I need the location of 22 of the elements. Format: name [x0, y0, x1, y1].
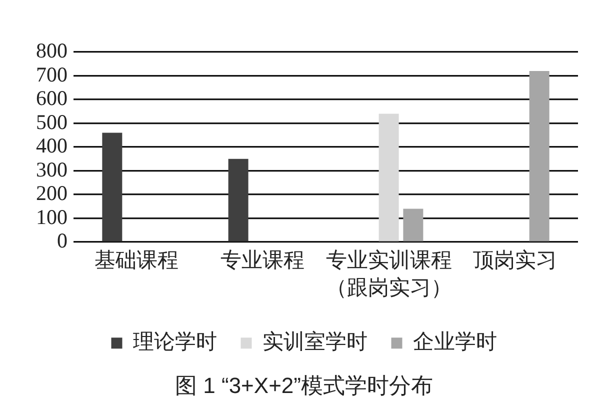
- legend-label: 实训室学时: [262, 330, 368, 354]
- legend-label: 理论学时: [132, 330, 217, 354]
- y-tick-label: 600: [36, 86, 68, 110]
- y-tick-label: 700: [36, 62, 68, 86]
- x-tick-label: 基础课程: [94, 248, 179, 272]
- text: 图 1 “3+X+2”模式学时分布: [175, 372, 433, 398]
- bar: [378, 114, 399, 242]
- x-tick-label: 专业实训课程（跟岗实习）: [326, 248, 452, 300]
- bar: [403, 208, 424, 242]
- bar: [228, 158, 248, 242]
- bar: [102, 132, 122, 242]
- y-tick-label: 200: [36, 181, 68, 206]
- y-tick-label: 100: [36, 204, 68, 229]
- y-tick-label: 300: [36, 157, 68, 182]
- y-tick-label: 400: [36, 134, 68, 158]
- x-tick-label: 专业课程: [220, 248, 305, 272]
- x-tick-label: 顶岗实习: [472, 248, 557, 272]
- legend-label: 企业学时: [412, 330, 497, 354]
- y-tick-label: 800: [36, 38, 68, 63]
- bar: [529, 71, 550, 242]
- y-tick-label: 500: [36, 110, 68, 134]
- y-tick-label: 0: [57, 228, 68, 253]
